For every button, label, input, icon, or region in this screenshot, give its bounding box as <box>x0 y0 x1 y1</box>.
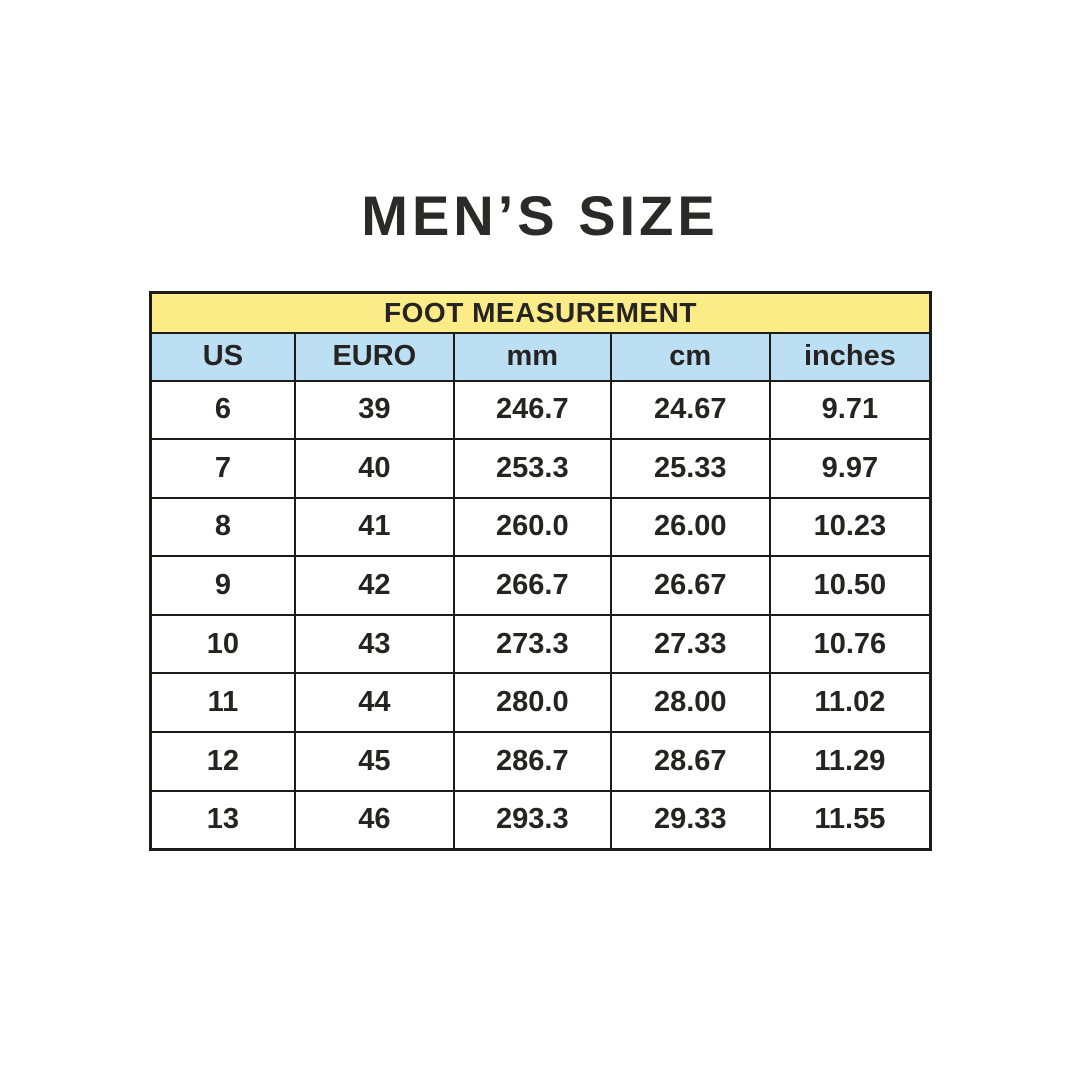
table-cell: 293.3 <box>452 789 612 851</box>
table-cell: 9.71 <box>768 379 932 441</box>
table-cell: 253.3 <box>452 438 612 499</box>
table-cell: 29.33 <box>609 789 771 851</box>
table-cell: 11 <box>149 672 296 734</box>
table-row: 6 39 246.7 24.67 9.71 <box>149 379 932 441</box>
table-row: 11 44 280.0 28.00 11.02 <box>149 672 932 734</box>
table-cell: 26.00 <box>609 496 771 558</box>
table-cell: 26.67 <box>609 555 771 616</box>
column-header-cm: cm <box>609 331 771 382</box>
table-cell: 45 <box>293 731 455 792</box>
table-cell: 12 <box>149 731 296 792</box>
table-cell: 40 <box>293 438 455 499</box>
table-row: 13 46 293.3 29.33 11.55 <box>149 789 932 851</box>
table-row: 12 45 286.7 28.67 11.29 <box>149 731 932 792</box>
table-cell: 11.29 <box>768 731 932 792</box>
table-cell: 46 <box>293 789 455 851</box>
column-header-euro: EURO <box>293 331 455 382</box>
table-cell: 9 <box>149 555 296 616</box>
table-group-header: FOOT MEASUREMENT <box>149 291 932 334</box>
table-cell: 246.7 <box>452 379 612 441</box>
column-header-mm: mm <box>452 331 612 382</box>
table-cell: 6 <box>149 379 296 441</box>
table-cell: 24.67 <box>609 379 771 441</box>
table-cell: 28.00 <box>609 672 771 734</box>
table-cell: 25.33 <box>609 438 771 499</box>
page-title: MEN’S SIZE <box>361 184 719 247</box>
table-cell: 27.33 <box>609 613 771 675</box>
table-cell: 9.97 <box>768 438 932 499</box>
table-cell: 10.50 <box>768 555 932 616</box>
column-header-us: US <box>149 331 296 382</box>
table-cell: 10 <box>149 613 296 675</box>
table-row: 9 42 266.7 26.67 10.50 <box>149 555 932 616</box>
table-cell: 11.02 <box>768 672 932 734</box>
table-cell: 43 <box>293 613 455 675</box>
table-cell: 44 <box>293 672 455 734</box>
table-row: 8 41 260.0 26.00 10.23 <box>149 496 932 558</box>
table-row: 7 40 253.3 25.33 9.97 <box>149 438 932 499</box>
table-row: 10 43 273.3 27.33 10.76 <box>149 613 932 675</box>
table-cell: 280.0 <box>452 672 612 734</box>
column-header-inches: inches <box>768 331 932 382</box>
table-cell: 13 <box>149 789 296 851</box>
group-header-row: FOOT MEASUREMENT <box>149 291 932 334</box>
table-cell: 28.67 <box>609 731 771 792</box>
size-table: FOOT MEASUREMENT US EURO mm cm inches 6 … <box>149 291 932 851</box>
table-cell: 266.7 <box>452 555 612 616</box>
column-header-row: US EURO mm cm inches <box>149 331 932 382</box>
table-cell: 41 <box>293 496 455 558</box>
table-cell: 39 <box>293 379 455 441</box>
table-cell: 273.3 <box>452 613 612 675</box>
table-cell: 10.23 <box>768 496 932 558</box>
table-cell: 8 <box>149 496 296 558</box>
table-cell: 11.55 <box>768 789 932 851</box>
table-cell: 7 <box>149 438 296 499</box>
table-cell: 260.0 <box>452 496 612 558</box>
table-cell: 286.7 <box>452 731 612 792</box>
table-cell: 42 <box>293 555 455 616</box>
table-cell: 10.76 <box>768 613 932 675</box>
